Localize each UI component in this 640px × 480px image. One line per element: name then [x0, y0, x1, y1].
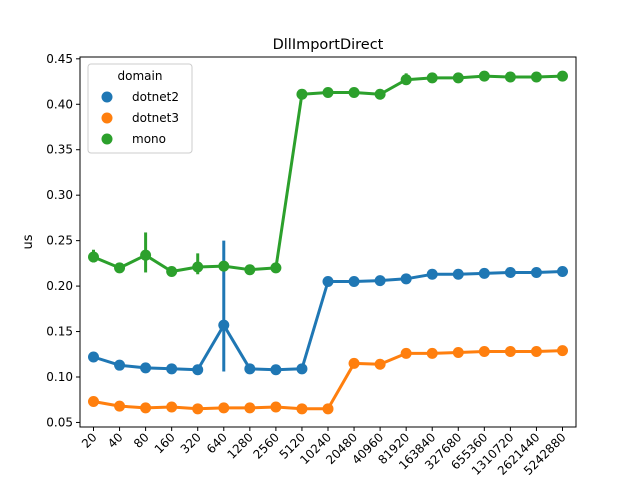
legend-title: domain: [118, 69, 163, 83]
legend: domain dotnet2 dotnet3 mono: [87, 63, 193, 154]
data-point: [296, 88, 308, 100]
data-point: [296, 403, 308, 415]
data-point: [88, 396, 99, 408]
data-point: [348, 86, 360, 98]
y-axis: 0.05 0.10 0.15 0.20 0.25 0.30 0.35 0.40 0.45: [46, 52, 80, 429]
data-point: [114, 359, 126, 371]
data-point: [530, 266, 542, 278]
data-point: [244, 264, 256, 276]
data-point: [166, 266, 178, 278]
data-point: [557, 266, 568, 278]
x-tick-label: 40: [105, 430, 126, 451]
data-point: [452, 72, 464, 84]
legend-marker: [101, 133, 113, 145]
data-point: [348, 357, 360, 369]
series-dotnet3: [88, 345, 568, 415]
data-point: [504, 266, 516, 278]
data-point: [504, 71, 516, 83]
data-point: [452, 268, 464, 280]
data-point: [557, 70, 568, 82]
legend-marker: [101, 112, 113, 124]
x-tick-label: 20: [79, 430, 100, 451]
series-mono: [88, 70, 568, 278]
y-tick-label: 0.40: [46, 97, 73, 111]
data-point: [426, 72, 438, 84]
y-tick-label: 0.25: [46, 234, 73, 248]
y-tick-label: 0.20: [46, 279, 73, 293]
legend-label: mono: [132, 132, 166, 146]
data-point: [218, 260, 230, 272]
y-tick-label: 0.15: [46, 325, 73, 339]
y-tick-label: 0.30: [46, 188, 73, 202]
data-point: [244, 363, 256, 375]
data-point: [88, 251, 99, 263]
data-point: [400, 347, 412, 359]
data-point: [348, 276, 360, 288]
data-point: [140, 402, 152, 414]
data-point: [374, 358, 386, 370]
data-point: [478, 70, 490, 82]
x-tick-label: 320: [178, 430, 204, 456]
data-point: [530, 71, 542, 83]
y-tick-label: 0.45: [46, 52, 73, 66]
data-point: [244, 402, 256, 414]
data-point: [504, 346, 516, 358]
data-point: [270, 262, 282, 274]
data-point: [400, 273, 412, 285]
legend-label: dotnet2: [132, 90, 179, 104]
data-point: [322, 276, 334, 288]
data-point: [452, 346, 464, 358]
data-point: [478, 267, 490, 279]
data-point: [374, 275, 386, 287]
y-tick-label: 0.05: [46, 415, 73, 429]
legend-label: dotnet3: [132, 111, 179, 125]
data-point: [270, 364, 282, 376]
data-point: [166, 363, 178, 375]
data-point: [166, 401, 178, 413]
y-axis-label: us: [21, 234, 36, 249]
series-dotnet2: [88, 240, 568, 376]
data-point: [322, 86, 334, 98]
plot-layer: [88, 70, 568, 415]
y-tick-label: 0.10: [46, 370, 73, 384]
data-point: [192, 364, 204, 376]
data-point: [192, 261, 204, 273]
data-point: [400, 74, 412, 86]
x-tick-label: 2560: [251, 430, 282, 461]
data-point: [88, 351, 99, 363]
data-point: [426, 268, 438, 280]
data-point: [296, 363, 308, 375]
x-tick-label: 80: [131, 430, 152, 451]
data-point: [374, 88, 386, 100]
data-point: [192, 403, 204, 415]
legend-frame: [87, 63, 193, 154]
data-point: [114, 400, 126, 412]
data-point: [114, 262, 126, 274]
data-point: [140, 249, 152, 261]
series-line: [93, 349, 563, 411]
data-point: [140, 362, 152, 374]
x-tick-label: 160: [152, 430, 178, 456]
x-axis: 20 40 80 160 320 6401280256051201024020480409…: [79, 427, 569, 478]
data-point: [478, 346, 490, 358]
data-point: [218, 402, 230, 414]
y-tick-label: 0.35: [46, 143, 73, 157]
data-point: [530, 346, 542, 358]
legend-marker: [101, 91, 113, 103]
chart-title: DllImportDirect: [273, 37, 384, 53]
x-tick-label: 1280: [224, 430, 255, 461]
data-point: [557, 345, 568, 357]
data-point: [322, 403, 334, 415]
data-point: [426, 347, 438, 359]
data-point: [270, 401, 282, 413]
data-point: [218, 319, 230, 331]
